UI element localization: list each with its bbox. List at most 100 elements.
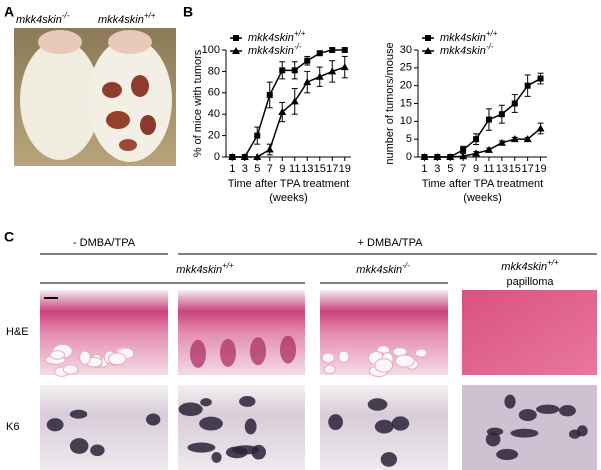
label-superscript: -/- xyxy=(294,42,302,51)
x-tick-label: 1 xyxy=(229,163,235,175)
x-tick-label: 13 xyxy=(496,163,508,175)
label-text: mkk4skin xyxy=(16,14,62,26)
stain-blob xyxy=(69,409,88,419)
series-line xyxy=(232,49,345,158)
legend-label: mkk4skin+/+ xyxy=(248,29,306,44)
x-tick-label: 15 xyxy=(509,163,521,175)
label-superscript: +/+ xyxy=(222,261,234,270)
label-text: mkk4skin xyxy=(501,261,547,273)
x-tick-label: 11 xyxy=(289,163,300,175)
stain-blob xyxy=(200,398,212,407)
x-axis-label: Time after TPA treatment xyxy=(228,178,349,190)
x-axis-label: (weeks) xyxy=(269,192,308,204)
marker xyxy=(524,82,531,89)
stain-blob xyxy=(559,405,576,417)
fat-cell xyxy=(79,350,91,365)
marker xyxy=(304,57,311,64)
stain-blob xyxy=(244,418,257,435)
tissue-label: papilloma xyxy=(506,276,554,288)
stain-blob xyxy=(504,394,516,409)
x-tick-label: 3 xyxy=(242,163,248,175)
label-text: mkk4skin xyxy=(248,32,294,44)
y-tick-label: 40 xyxy=(208,108,220,120)
treatment-label: - DMBA/TPA xyxy=(73,237,136,249)
marker xyxy=(254,132,261,139)
x-tick-label: 19 xyxy=(339,163,351,175)
series-line xyxy=(232,66,345,158)
stain-blob xyxy=(187,442,216,453)
y-tick-label: 20 xyxy=(400,80,412,92)
x-tick-label: 15 xyxy=(314,163,326,175)
x-tick-label: 1 xyxy=(421,163,427,175)
legend-label: mkk4skin+/+ xyxy=(440,29,498,44)
marker xyxy=(303,78,312,86)
label-text: mkk4skin xyxy=(98,14,144,26)
x-tick-label: 9 xyxy=(279,163,285,175)
he-image xyxy=(462,290,597,375)
stain-blob xyxy=(485,432,501,447)
x-tick-label: 13 xyxy=(301,163,313,175)
marker xyxy=(473,136,480,143)
legend-marker xyxy=(233,35,239,41)
x-tick-label: 17 xyxy=(326,163,338,175)
marker xyxy=(228,153,237,160)
marker xyxy=(240,153,249,160)
legend-marker xyxy=(425,35,431,41)
stain-blob xyxy=(69,438,89,454)
fat-cell xyxy=(323,364,336,375)
marker xyxy=(459,152,468,160)
label-superscript: +/+ xyxy=(547,258,559,267)
marker xyxy=(279,67,286,74)
panel-label: B xyxy=(183,4,193,20)
marker xyxy=(433,153,442,160)
fat-cell xyxy=(338,350,350,363)
marker xyxy=(523,135,532,143)
stain-blob xyxy=(145,413,161,426)
y-tick-label: 60 xyxy=(208,87,220,99)
y-tick-label: 5 xyxy=(406,133,412,145)
y-axis-label: % of mice with tumors xyxy=(192,49,204,157)
label-text: mkk4skin xyxy=(176,264,222,276)
genotype-label: mkk4skin+/+ xyxy=(176,261,234,276)
y-tick-label: 15 xyxy=(400,97,412,109)
marker xyxy=(460,146,467,153)
marker xyxy=(340,63,349,71)
fat-cell xyxy=(321,352,335,364)
series-line xyxy=(424,127,542,158)
mouse-photo xyxy=(14,28,176,166)
stain-blob xyxy=(328,414,343,431)
follicle xyxy=(280,335,296,364)
marker xyxy=(498,111,505,118)
marker xyxy=(328,67,337,75)
marker xyxy=(484,145,493,153)
stain-blob xyxy=(391,416,410,431)
marker xyxy=(253,153,262,160)
x-tick-label: 19 xyxy=(534,163,546,175)
stain-blob xyxy=(496,448,519,461)
stain-blob xyxy=(374,419,394,434)
marker xyxy=(485,116,492,123)
follicle xyxy=(190,339,206,368)
marker xyxy=(341,47,348,53)
label-text: mkk4skin xyxy=(356,264,402,276)
marker xyxy=(472,149,481,157)
label-superscript: +/+ xyxy=(144,11,156,20)
marker xyxy=(511,100,518,107)
y-tick-label: 0 xyxy=(214,151,220,163)
stain-blob xyxy=(367,398,388,411)
marker xyxy=(266,91,273,98)
y-tick-label: 0 xyxy=(406,151,412,163)
x-tick-label: 3 xyxy=(434,163,440,175)
stain-blob xyxy=(46,418,64,432)
stain-blob xyxy=(178,402,203,417)
marker xyxy=(510,135,519,143)
x-axis-label: (weeks) xyxy=(463,192,502,204)
x-axis-label: Time after TPA treatment xyxy=(422,178,543,190)
marker xyxy=(278,108,287,116)
panel-label: C xyxy=(4,229,14,245)
legend-marker xyxy=(424,47,432,54)
stain-blob xyxy=(211,451,222,463)
stain-blob xyxy=(535,404,560,414)
y-tick-label: 20 xyxy=(208,130,220,142)
